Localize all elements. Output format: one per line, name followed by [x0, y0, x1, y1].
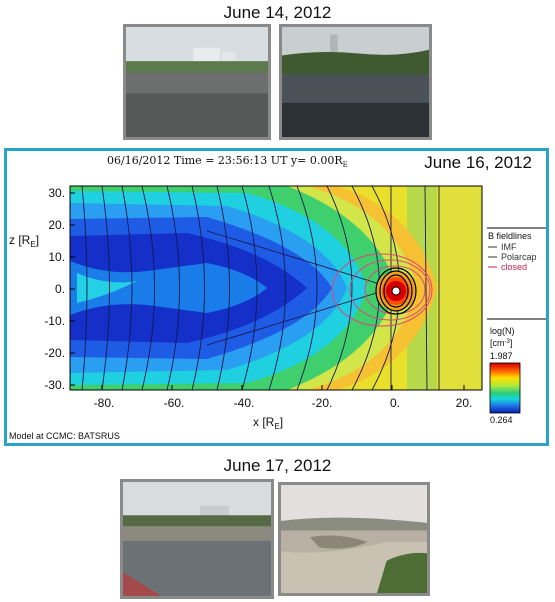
y-axis-label: z [RE]: [9, 233, 39, 249]
y-tick-label: 0.: [55, 282, 65, 296]
density-colorbar: log(N) [cm-3] 1.987 0.264: [489, 326, 521, 425]
river-photo-june14-left: [123, 24, 271, 140]
legend-title: B fieldlines: [488, 231, 532, 241]
plot-footer: Model at CCMC: BATSRUS: [9, 431, 120, 441]
colorbar-title: log(N): [490, 326, 515, 336]
top-date-label: June 14, 2012: [223, 3, 332, 22]
x-tick-label: -20.: [312, 396, 333, 410]
plot-header: 06/16/2012 Time = 23:56:13 UT y= 0.00RE: [107, 154, 348, 169]
x-tick-label: -40.: [234, 396, 255, 410]
y-tick-label: -10.: [44, 314, 65, 328]
river-photo-june17-left: [120, 479, 274, 599]
colorbar-max: 1.987: [490, 351, 513, 361]
plot-header-sub: E: [342, 161, 348, 170]
colorbar-unit: [cm-3]: [490, 338, 512, 348]
river-photo-june14-right: [279, 24, 432, 140]
x-tick-label: 0.: [390, 396, 400, 410]
y-tick-label: 30.: [48, 186, 65, 200]
x-tick-label: 20.: [456, 396, 473, 410]
x-axis-label: x [RE]: [253, 415, 283, 431]
y-tick-label: -20.: [44, 346, 65, 360]
river-photo-june17-right: [278, 482, 430, 596]
y-tick-label: -30.: [44, 378, 65, 392]
legend-item-closed: closed: [501, 262, 527, 272]
x-tick-label: -80.: [94, 396, 115, 410]
legend-item-imf: IMF: [501, 242, 517, 252]
magnetosphere-plot: 30. 20. 10. 0. -10. -20. -30. -80. -60. …: [7, 151, 546, 443]
legend-item-polarcap: Polarcap: [501, 252, 537, 262]
y-tick-label: 20.: [48, 218, 65, 232]
x-tick-label: -60.: [164, 396, 185, 410]
fieldline-legend: B fieldlines IMF Polarcap closed: [487, 227, 546, 320]
colorbar-min: 0.264: [490, 415, 513, 425]
simulation-panel: 06/16/2012 Time = 23:56:13 UT y= 0.00RE …: [4, 148, 549, 446]
plot-date-label: June 16, 2012: [424, 153, 532, 172]
plot-header-text: 06/16/2012 Time = 23:56:13 UT y= 0.00R: [107, 154, 343, 167]
y-tick-label: 10.: [48, 250, 65, 264]
bottom-date-label: June 17, 2012: [223, 456, 332, 475]
